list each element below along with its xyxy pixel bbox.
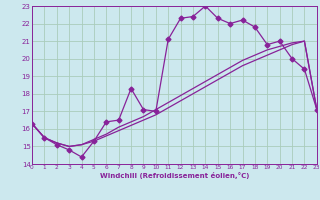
X-axis label: Windchill (Refroidissement éolien,°C): Windchill (Refroidissement éolien,°C): [100, 172, 249, 179]
